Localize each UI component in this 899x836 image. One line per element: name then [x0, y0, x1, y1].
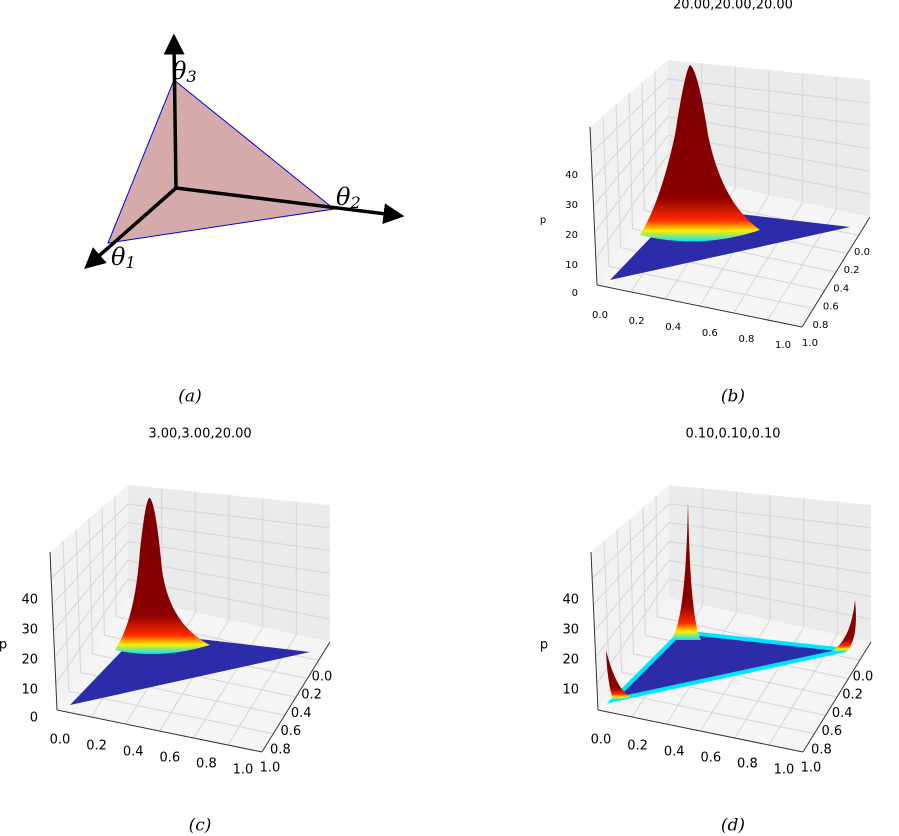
surface-peak [640, 65, 760, 242]
axes-3d: 0 10 20 30 40 p 0.0 0.2 0.4 0.6 0.8 1.0 0.0 0.2 0.4 0.6… [540, 60, 871, 351]
plot-title: 3.00,3.00,20.00 [148, 427, 251, 442]
surface-peak [115, 497, 210, 654]
axis-line [56, 709, 263, 753]
x-tick-label: 1.0 [775, 340, 791, 351]
surface [606, 629, 847, 704]
surface-plot: 0 10 20 30 40 p 0.0 0.2 0.4 0.6 0.8 1.0 0.0 0.2 0.4 0.6… [540, 60, 871, 351]
x-tick-label: 0.6 [159, 751, 180, 766]
z-tick-label: 30 [21, 623, 38, 638]
x-tick-label: 0.2 [86, 739, 107, 754]
z-tick-label: 20 [21, 653, 38, 668]
z-tick-label: 0 [30, 711, 38, 726]
surface-spike [606, 650, 631, 700]
y-tick-label: 0.2 [301, 688, 322, 703]
z-axis-label: p [540, 215, 546, 226]
z-tick-label: 10 [21, 683, 38, 698]
z-tick-label: 40 [565, 170, 578, 181]
pane [591, 485, 669, 710]
axis-line [49, 551, 58, 711]
y-tick-label: 0.2 [844, 265, 860, 276]
x-tick-label: 0.0 [50, 733, 71, 748]
caption: (b) [721, 387, 745, 407]
y-tick-label: 0.6 [280, 724, 301, 739]
z-tick-label: 30 [565, 200, 578, 211]
x-tick-label: 0.6 [700, 751, 721, 766]
axes-3d: 10 20 30 40 p 0.0 0.2 0.4 0.6 0.8 1.0 0.0 0.2 0.4 0.6 0… [540, 485, 873, 778]
y-tick-label: 0.4 [833, 283, 849, 294]
y-tick-label: 0.4 [291, 706, 312, 721]
axis-label: θ3 [172, 57, 197, 86]
grid-line [127, 503, 331, 529]
pane [590, 60, 668, 285]
pane [50, 485, 128, 710]
x-tick-label: 0.4 [664, 745, 685, 760]
caption: (a) [178, 387, 201, 407]
z-tick-label: 40 [562, 593, 579, 608]
z-tick-label: 10 [562, 683, 579, 698]
y-tick-label: 1.0 [260, 761, 281, 776]
z-tick-label: 30 [562, 623, 579, 638]
axis-line [802, 641, 872, 753]
axis-label: θ1 [111, 243, 136, 272]
axes-3d: 0 10 20 30 40 p 0.0 0.2 0.4 0.6 0.8 1.0 0.0 0.2 0.4 0.6… [0, 485, 332, 778]
x-tick-label: 0.4 [123, 745, 144, 760]
grid-line [667, 78, 871, 104]
grid-line [50, 503, 129, 579]
z-tick-label: 40 [21, 593, 38, 608]
plot-title: 0.10,0.10,0.10 [685, 427, 780, 442]
caption: (c) [189, 816, 212, 836]
y-tick-label: 0.6 [821, 724, 842, 739]
simplex-diagram: θ3 θ2 θ1 (a) [84, 33, 405, 407]
y-tick-label: 0.8 [270, 742, 291, 757]
axis-arrow [84, 186, 178, 269]
axis-arrow [175, 186, 405, 225]
y-tick-label: 1.0 [802, 338, 818, 349]
x-tick-label: 0.0 [591, 733, 612, 748]
axis-line [801, 216, 871, 328]
axis-line [261, 641, 331, 753]
y-tick-label: 0.0 [854, 247, 870, 258]
x-tick-label: 0.8 [196, 757, 217, 772]
x-tick-label: 0.8 [738, 334, 754, 345]
grid-line [668, 503, 872, 529]
caption: (d) [721, 816, 745, 836]
z-tick-label: 20 [565, 230, 578, 241]
plot-title: 20.00,20.00,20.00 [673, 0, 793, 13]
x-tick-label: 0.4 [665, 322, 681, 333]
y-tick-label: 1.0 [801, 761, 822, 776]
z-axis-label: p [540, 638, 548, 653]
x-tick-label: 0.8 [737, 757, 758, 772]
x-tick-label: 0.2 [627, 739, 648, 754]
surface-spike [831, 600, 856, 652]
surface-plot: 0 10 20 30 40 p 0.0 0.2 0.4 0.6 0.8 1.0 0.0 0.2 0.4 0.6… [0, 485, 332, 778]
grid-line [590, 78, 669, 154]
axis-arrow [163, 33, 185, 189]
y-tick-label: 0.0 [312, 670, 333, 685]
y-tick-label: 0.2 [842, 688, 863, 703]
z-tick-label: 20 [562, 653, 579, 668]
z-tick-label: 0 [572, 288, 578, 299]
x-tick-label: 0.0 [592, 310, 608, 321]
z-axis-label: p [0, 638, 7, 653]
surface-plot: 10 20 30 40 p 0.0 0.2 0.4 0.6 0.8 1.0 0.0 0.2 0.4 0.6 0… [540, 485, 873, 778]
y-tick-label: 0.8 [811, 742, 832, 757]
x-tick-label: 1.0 [774, 763, 795, 778]
axis-line [590, 551, 599, 711]
axis-line [589, 126, 598, 286]
y-tick-label: 0.8 [812, 320, 828, 331]
z-tick-label: 10 [565, 260, 578, 271]
x-tick-label: 0.2 [629, 316, 645, 327]
grid-line [591, 503, 670, 579]
y-tick-label: 0.4 [832, 706, 853, 721]
x-tick-label: 1.0 [233, 763, 254, 778]
y-tick-label: 0.6 [823, 302, 839, 313]
axis-line [596, 284, 803, 328]
x-tick-label: 0.6 [702, 328, 718, 339]
axis-line [597, 709, 804, 753]
surface-spike [671, 500, 701, 640]
y-tick-label: 0.0 [853, 670, 874, 685]
axis-label: θ2 [336, 183, 361, 212]
